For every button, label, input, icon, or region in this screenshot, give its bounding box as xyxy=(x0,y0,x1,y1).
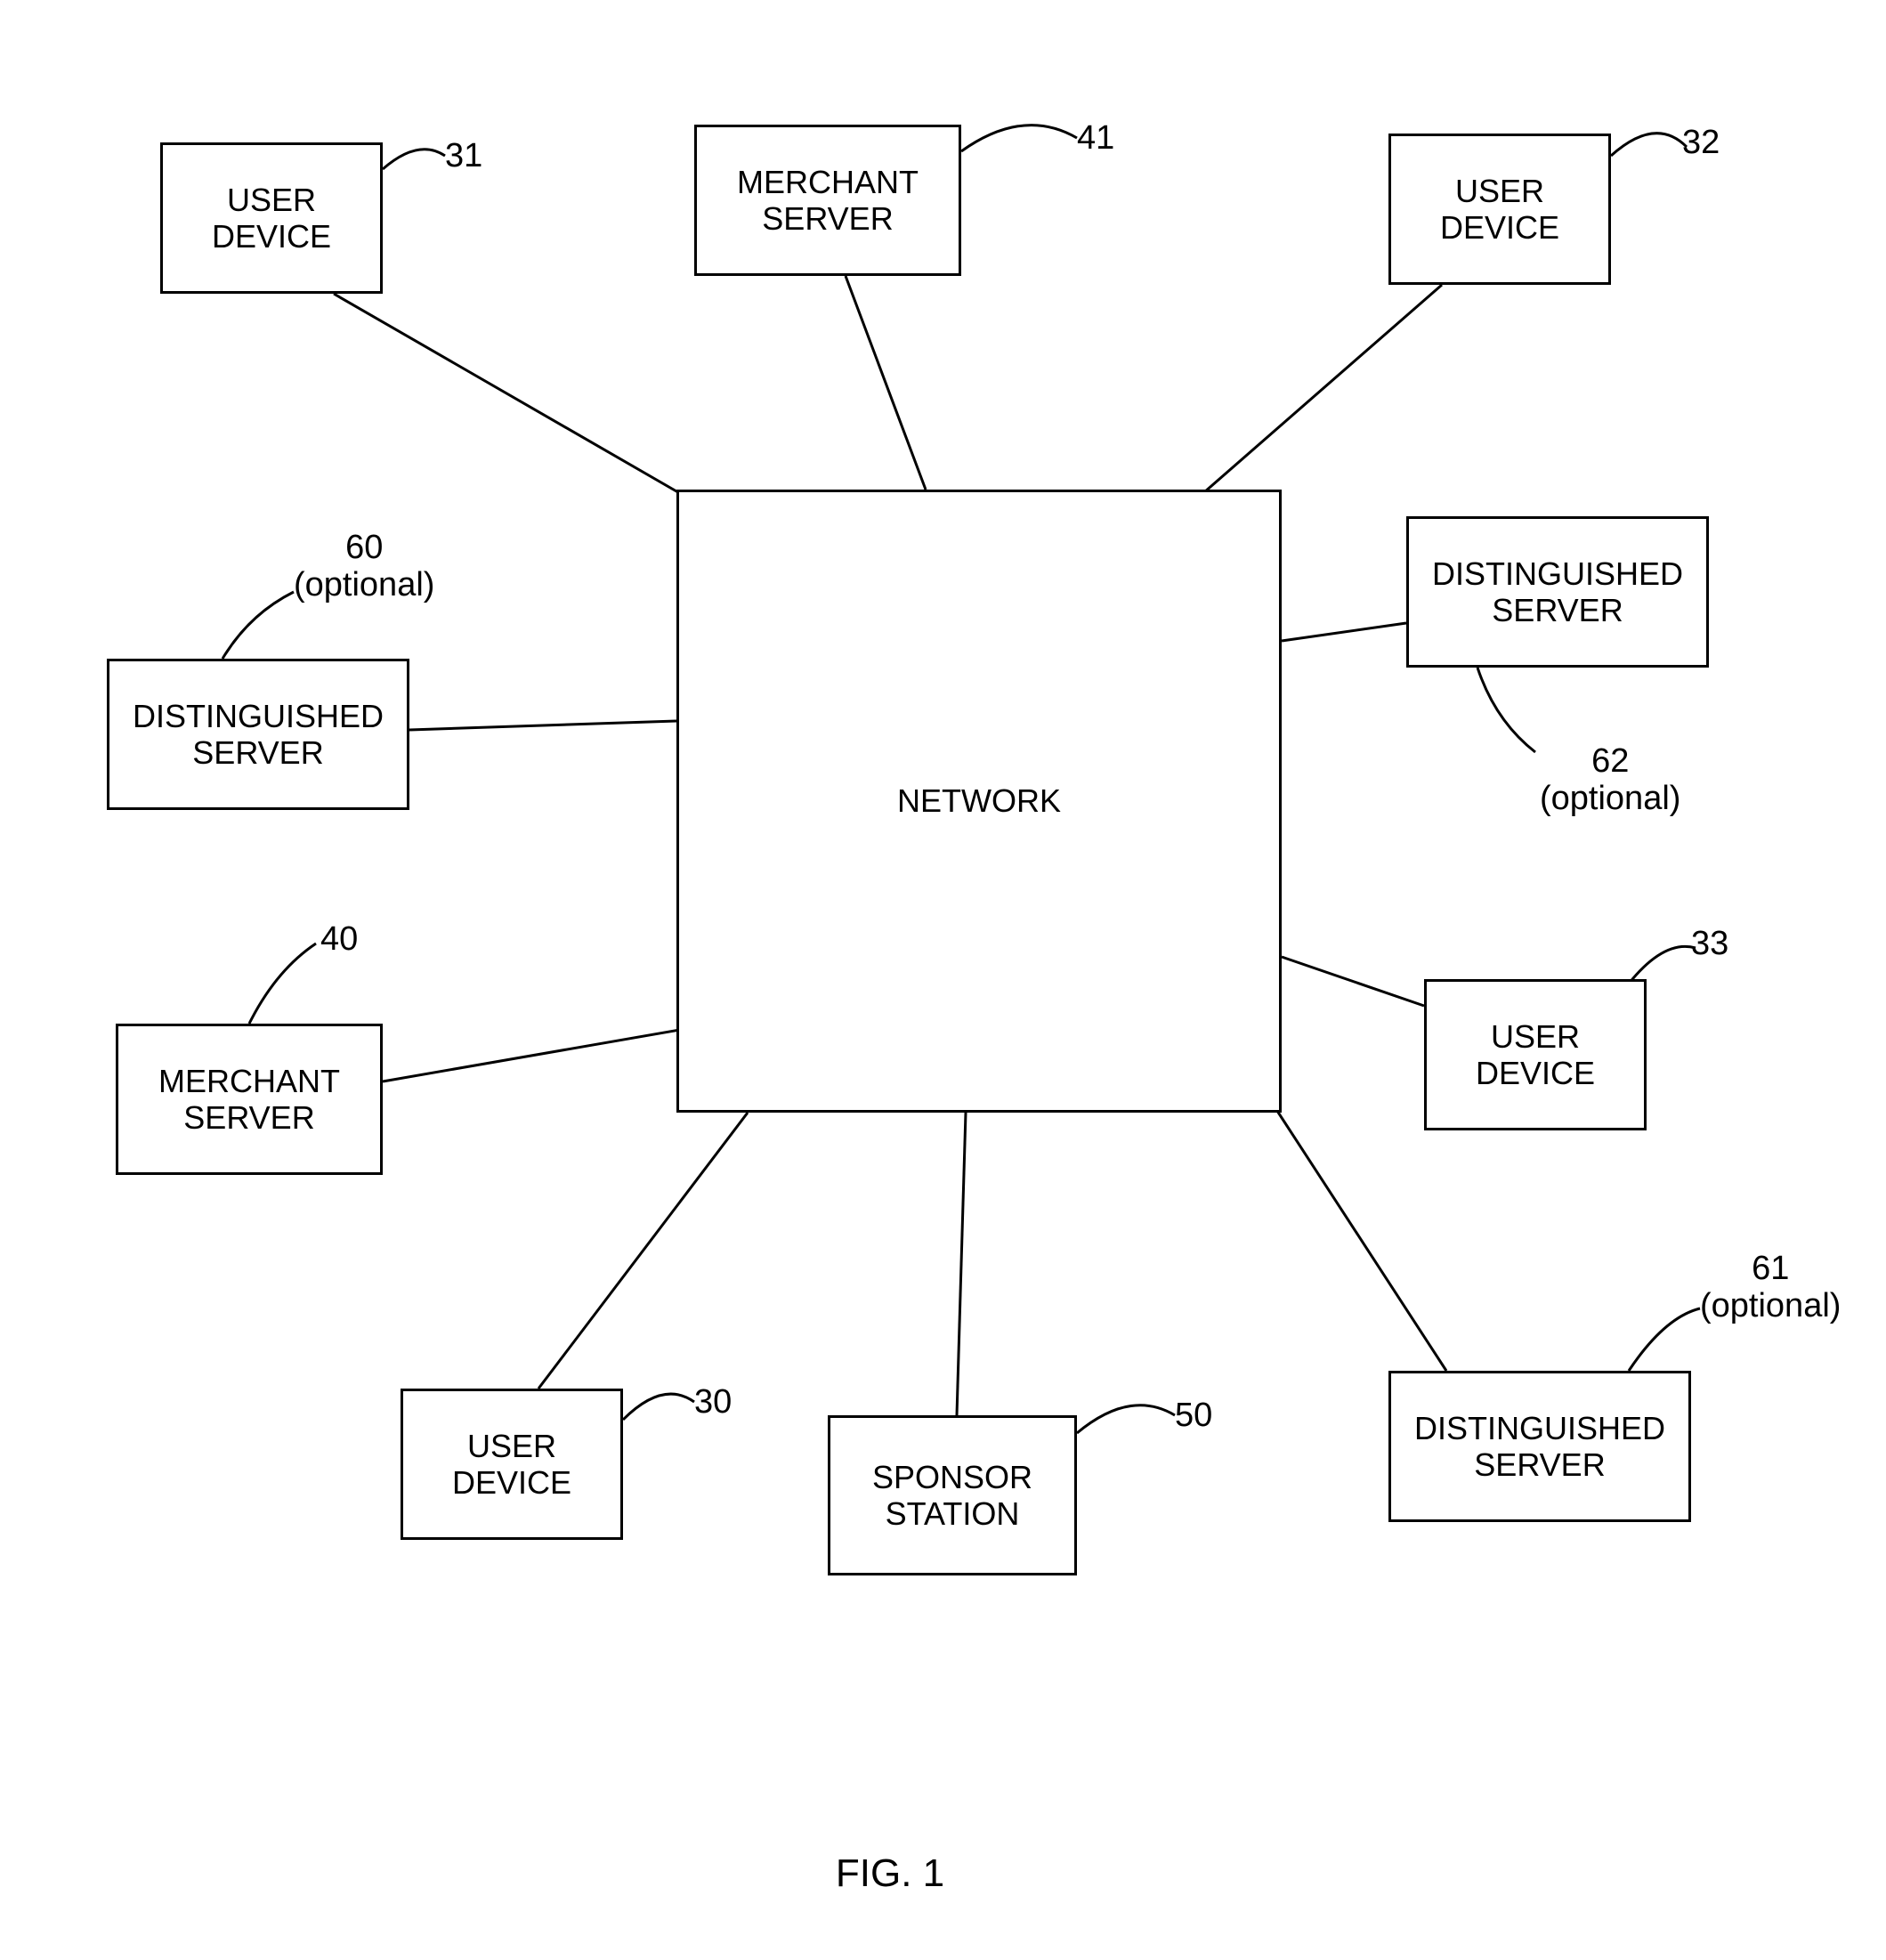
ref-number: 30 xyxy=(694,1384,732,1421)
ref-annot-62: 62(optional) xyxy=(1540,743,1680,818)
edge xyxy=(1197,285,1442,498)
edge xyxy=(1282,957,1424,1006)
ref-note: (optional) xyxy=(1540,781,1680,818)
ref-annot-50: 50 xyxy=(1175,1397,1212,1435)
ref-number: 33 xyxy=(1691,926,1728,963)
node-n40: MERCHANT SERVER xyxy=(116,1024,383,1175)
node-label: MERCHANT SERVER xyxy=(158,1063,340,1137)
callout-leader xyxy=(383,150,445,169)
figure-caption: FIG. 1 xyxy=(836,1851,944,1896)
ref-number: 32 xyxy=(1682,125,1720,162)
ref-annot-33: 33 xyxy=(1691,926,1728,963)
figure-caption-text: FIG. 1 xyxy=(836,1851,944,1895)
ref-note: (optional) xyxy=(1700,1288,1841,1325)
node-label: USER DEVICE xyxy=(1440,173,1559,247)
callout-leader xyxy=(249,944,316,1024)
network-node-label: NETWORK xyxy=(897,782,1061,819)
ref-number: 62 xyxy=(1540,743,1680,781)
node-n31: USER DEVICE xyxy=(160,142,383,294)
edge xyxy=(846,276,926,490)
callout-leader xyxy=(1477,668,1535,752)
ref-annot-32: 32 xyxy=(1682,125,1720,162)
callout-leader xyxy=(1629,1308,1700,1371)
node-label: DISTINGUISHED SERVER xyxy=(133,698,384,772)
ref-number: 61 xyxy=(1700,1251,1841,1288)
node-n30: USER DEVICE xyxy=(401,1389,623,1540)
node-n41: MERCHANT SERVER xyxy=(694,125,961,276)
node-n61: DISTINGUISHED SERVER xyxy=(1388,1371,1691,1522)
node-n32: USER DEVICE xyxy=(1388,134,1611,285)
node-n33: USER DEVICE xyxy=(1424,979,1647,1130)
edge xyxy=(334,294,712,512)
ref-annot-30: 30 xyxy=(694,1384,732,1421)
edge xyxy=(957,1113,966,1415)
edge xyxy=(409,721,676,730)
edge xyxy=(538,1113,748,1389)
callout-leader xyxy=(1629,946,1696,984)
diagram-stage: NETWORK USER DEVICE MERCHANT SERVER USER D… xyxy=(0,0,1886,1960)
ref-number: 41 xyxy=(1077,120,1114,158)
callout-leader xyxy=(961,126,1077,151)
ref-number: 31 xyxy=(445,138,482,175)
node-label: DISTINGUISHED SERVER xyxy=(1432,555,1683,629)
edge xyxy=(1282,623,1406,641)
network-node: NETWORK xyxy=(676,490,1282,1113)
ref-annot-60: 60(optional) xyxy=(294,530,434,604)
ref-annot-41: 41 xyxy=(1077,120,1114,158)
node-label: USER DEVICE xyxy=(212,182,331,255)
node-label: SPONSOR STATION xyxy=(872,1459,1032,1533)
node-n50: SPONSOR STATION xyxy=(828,1415,1077,1575)
node-label: USER DEVICE xyxy=(1476,1018,1595,1092)
edge xyxy=(1264,1090,1446,1371)
ref-number: 40 xyxy=(320,921,358,959)
node-label: DISTINGUISHED SERVER xyxy=(1414,1410,1665,1484)
ref-note: (optional) xyxy=(294,567,434,604)
node-n60: DISTINGUISHED SERVER xyxy=(107,659,409,810)
callout-leader xyxy=(223,592,294,659)
callout-leader xyxy=(1077,1405,1175,1433)
callout-leader xyxy=(623,1394,694,1420)
node-label: MERCHANT SERVER xyxy=(737,164,919,238)
node-label: USER DEVICE xyxy=(452,1428,571,1502)
ref-number: 60 xyxy=(294,530,434,567)
ref-annot-31: 31 xyxy=(445,138,482,175)
ref-annot-61: 61(optional) xyxy=(1700,1251,1841,1325)
callout-leader xyxy=(1611,134,1687,156)
ref-annot-40: 40 xyxy=(320,921,358,959)
edge xyxy=(383,1028,690,1081)
ref-number: 50 xyxy=(1175,1397,1212,1435)
node-n62: DISTINGUISHED SERVER xyxy=(1406,516,1709,668)
